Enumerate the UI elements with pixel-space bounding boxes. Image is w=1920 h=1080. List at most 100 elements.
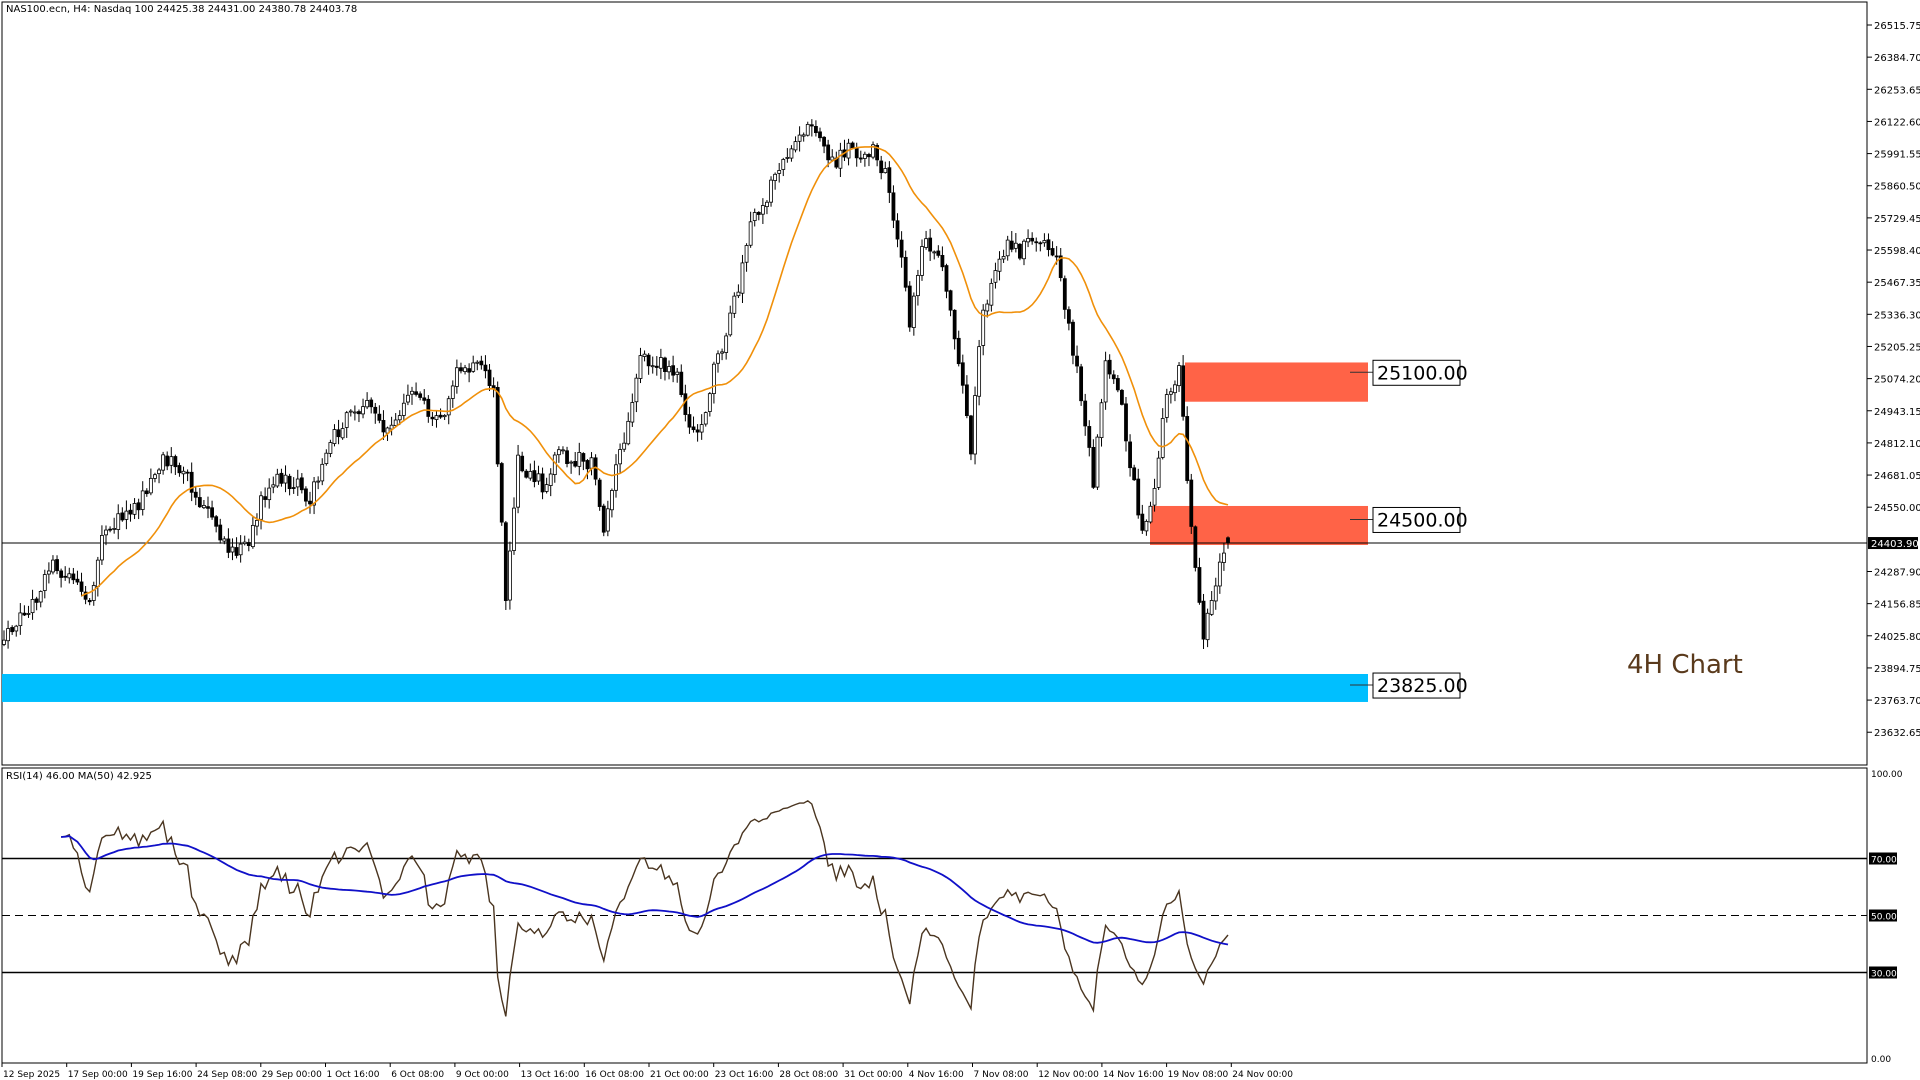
candle <box>944 265 949 292</box>
candle <box>634 377 639 403</box>
candle <box>548 473 553 486</box>
candle <box>287 475 292 490</box>
time-tick-label: 14 Nov 16:00 <box>1103 1070 1164 1080</box>
candle <box>520 455 525 472</box>
candle <box>928 237 933 252</box>
candle <box>838 149 843 169</box>
zone-label-box <box>1372 672 1461 699</box>
candle <box>1193 526 1198 568</box>
candle <box>479 360 484 366</box>
candle <box>654 365 659 368</box>
candle <box>1209 600 1214 615</box>
candle <box>920 246 924 276</box>
candle <box>940 255 945 268</box>
time-tick-label: 6 Oct 08:00 <box>391 1070 444 1080</box>
candle <box>124 510 129 520</box>
candle <box>924 238 928 248</box>
candle <box>814 126 818 134</box>
candle <box>1144 520 1149 532</box>
candle <box>871 144 875 158</box>
candle <box>561 449 565 452</box>
candle <box>161 454 166 471</box>
candle <box>736 291 741 297</box>
candle <box>756 212 761 215</box>
candle <box>312 481 316 506</box>
candle <box>38 591 43 603</box>
candle <box>1103 360 1108 403</box>
time-tick-label: 23 Oct 16:00 <box>715 1070 774 1080</box>
candle <box>328 442 333 454</box>
candle <box>1217 561 1222 587</box>
candle <box>397 415 402 421</box>
candle <box>42 574 47 591</box>
candle <box>1038 242 1043 245</box>
candle <box>185 471 190 474</box>
candle <box>250 524 255 548</box>
candle <box>1205 612 1210 641</box>
candle <box>177 465 182 474</box>
candle <box>1075 355 1079 367</box>
candle <box>365 400 370 408</box>
candle <box>826 144 831 161</box>
moving-average-line <box>81 145 1229 597</box>
candle <box>361 406 365 415</box>
candle <box>173 456 178 468</box>
candle <box>410 390 414 395</box>
candle <box>663 357 667 373</box>
price-tick-label: 25467.35 <box>1874 278 1920 289</box>
price-tick-label: 24287.90 <box>1874 567 1920 578</box>
candle <box>1050 248 1055 256</box>
candle <box>393 419 398 426</box>
candle <box>577 451 582 467</box>
candle <box>79 581 84 592</box>
candle <box>854 147 859 159</box>
candles-layer <box>2 119 1230 650</box>
candle <box>626 420 631 445</box>
rsi-level-box <box>1869 909 1897 922</box>
candle <box>605 508 610 532</box>
time-tick-label: 12 Nov 00:00 <box>1038 1070 1099 1080</box>
zone-label-box <box>1372 359 1461 386</box>
candle <box>1079 366 1084 402</box>
candle <box>234 547 239 556</box>
zone-label: 25100.00 <box>1377 362 1468 384</box>
price-tick-label: 24943.15 <box>1874 407 1920 418</box>
candle <box>304 488 308 502</box>
candle <box>879 160 884 174</box>
candle <box>977 346 982 397</box>
candle <box>716 353 720 364</box>
candle <box>597 479 602 507</box>
candle <box>862 153 867 159</box>
candle <box>867 154 871 158</box>
candle <box>46 570 51 575</box>
candle <box>528 471 533 479</box>
candle <box>801 134 806 137</box>
candle <box>169 456 174 466</box>
candle <box>960 362 965 386</box>
candle <box>136 502 141 511</box>
candle <box>899 239 904 258</box>
candle <box>1185 416 1190 481</box>
candle <box>536 473 541 482</box>
candle <box>573 461 578 467</box>
candle <box>1115 378 1120 391</box>
price-tick-label: 25336.30 <box>1874 310 1920 321</box>
candle <box>858 157 863 160</box>
zone-label: 23825.00 <box>1377 675 1468 697</box>
candle <box>532 470 537 483</box>
candle <box>226 538 231 553</box>
candle <box>667 366 671 373</box>
candle <box>1099 402 1104 438</box>
candle <box>446 398 451 416</box>
candle <box>51 559 55 573</box>
candle <box>956 337 961 365</box>
candle <box>463 367 467 373</box>
candle <box>438 414 443 418</box>
time-tick-label: 28 Oct 08:00 <box>779 1070 838 1080</box>
candle <box>508 550 512 601</box>
candle <box>30 599 35 614</box>
candle <box>108 528 112 531</box>
candle <box>55 559 59 572</box>
candle <box>267 487 272 501</box>
